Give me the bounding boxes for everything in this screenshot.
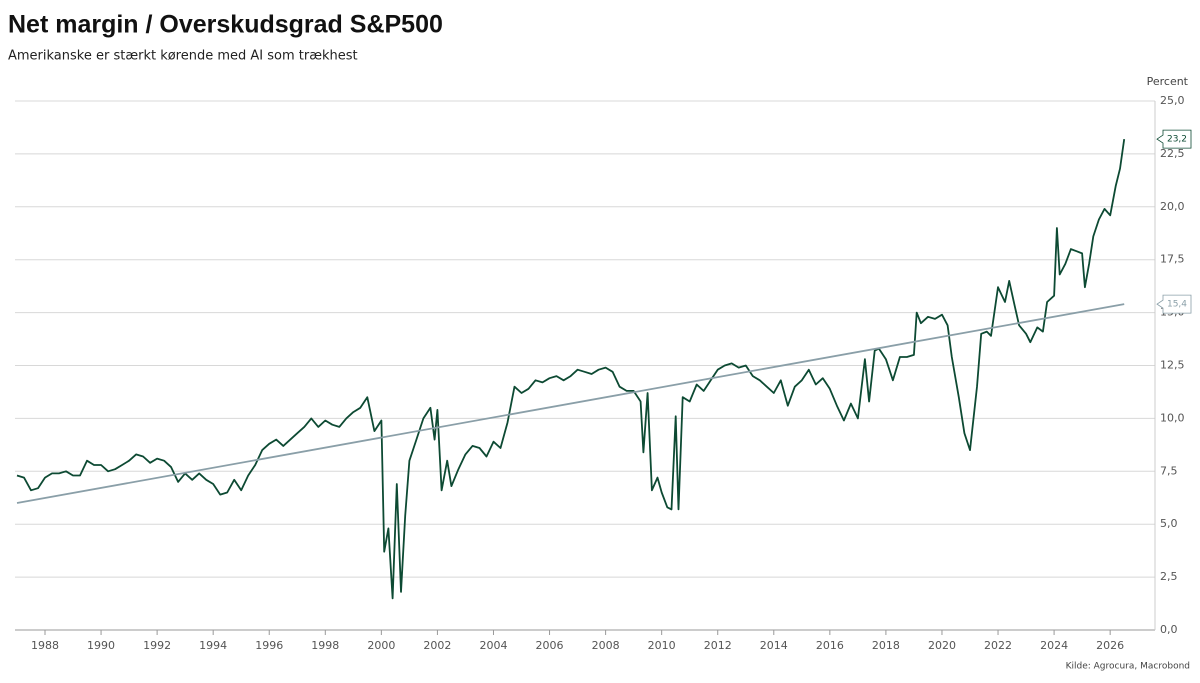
y-tick-label: 22,5 bbox=[1160, 147, 1185, 160]
x-tick-label: 2008 bbox=[592, 639, 620, 652]
end-label: 15,4 bbox=[1167, 300, 1187, 310]
series-line bbox=[16, 303, 1125, 504]
x-tick-label: 2006 bbox=[536, 639, 564, 652]
x-tick-label: 1996 bbox=[255, 639, 283, 652]
end-label-box bbox=[1156, 294, 1192, 314]
x-tick-label: 1988 bbox=[31, 639, 59, 652]
x-tick-label: 2014 bbox=[760, 639, 788, 652]
x-tick-label: 1992 bbox=[143, 639, 171, 652]
x-tick-label: 2000 bbox=[367, 639, 395, 652]
chart-title: Net margin / Overskudsgrad S&P500 bbox=[8, 11, 443, 39]
x-tick-label: 1990 bbox=[87, 639, 115, 652]
x-tick-label: 2012 bbox=[704, 639, 732, 652]
y-tick-label: 0,0 bbox=[1160, 623, 1178, 636]
x-tick-label: 2010 bbox=[648, 639, 676, 652]
end-label-box bbox=[1156, 129, 1192, 149]
x-tick-label: 2002 bbox=[423, 639, 451, 652]
x-tick-label: 2020 bbox=[928, 639, 956, 652]
y-tick-label: 5,0 bbox=[1160, 517, 1178, 530]
x-tick-label: 2026 bbox=[1096, 639, 1124, 652]
y-tick-label: 20,0 bbox=[1160, 200, 1185, 213]
y-tick-label: 25,0 bbox=[1160, 94, 1185, 107]
y-tick-label: 7,5 bbox=[1160, 464, 1178, 477]
x-tick-label: 2018 bbox=[872, 639, 900, 652]
y-tick-label: 17,5 bbox=[1160, 253, 1185, 266]
x-tick-label: 2024 bbox=[1040, 639, 1068, 652]
y-tick-label: 10,0 bbox=[1160, 411, 1185, 424]
x-tick-label: 2016 bbox=[816, 639, 844, 652]
y-tick-label: 12,5 bbox=[1160, 359, 1185, 372]
x-tick-label: 1994 bbox=[199, 639, 227, 652]
source: Kilde: Agrocura, Macrobond bbox=[1066, 662, 1190, 672]
x-tick-label: 2004 bbox=[479, 639, 507, 652]
end-label: 23,2 bbox=[1167, 135, 1187, 145]
x-tick-label: 2022 bbox=[984, 639, 1012, 652]
series-line bbox=[16, 138, 1126, 600]
chart-subtitle: Amerikanske er stærkt kørende med AI som… bbox=[8, 49, 358, 64]
y-axis-label: Percent bbox=[1147, 75, 1189, 88]
x-tick-label: 1998 bbox=[311, 639, 339, 652]
y-tick-label: 2,5 bbox=[1160, 570, 1178, 583]
